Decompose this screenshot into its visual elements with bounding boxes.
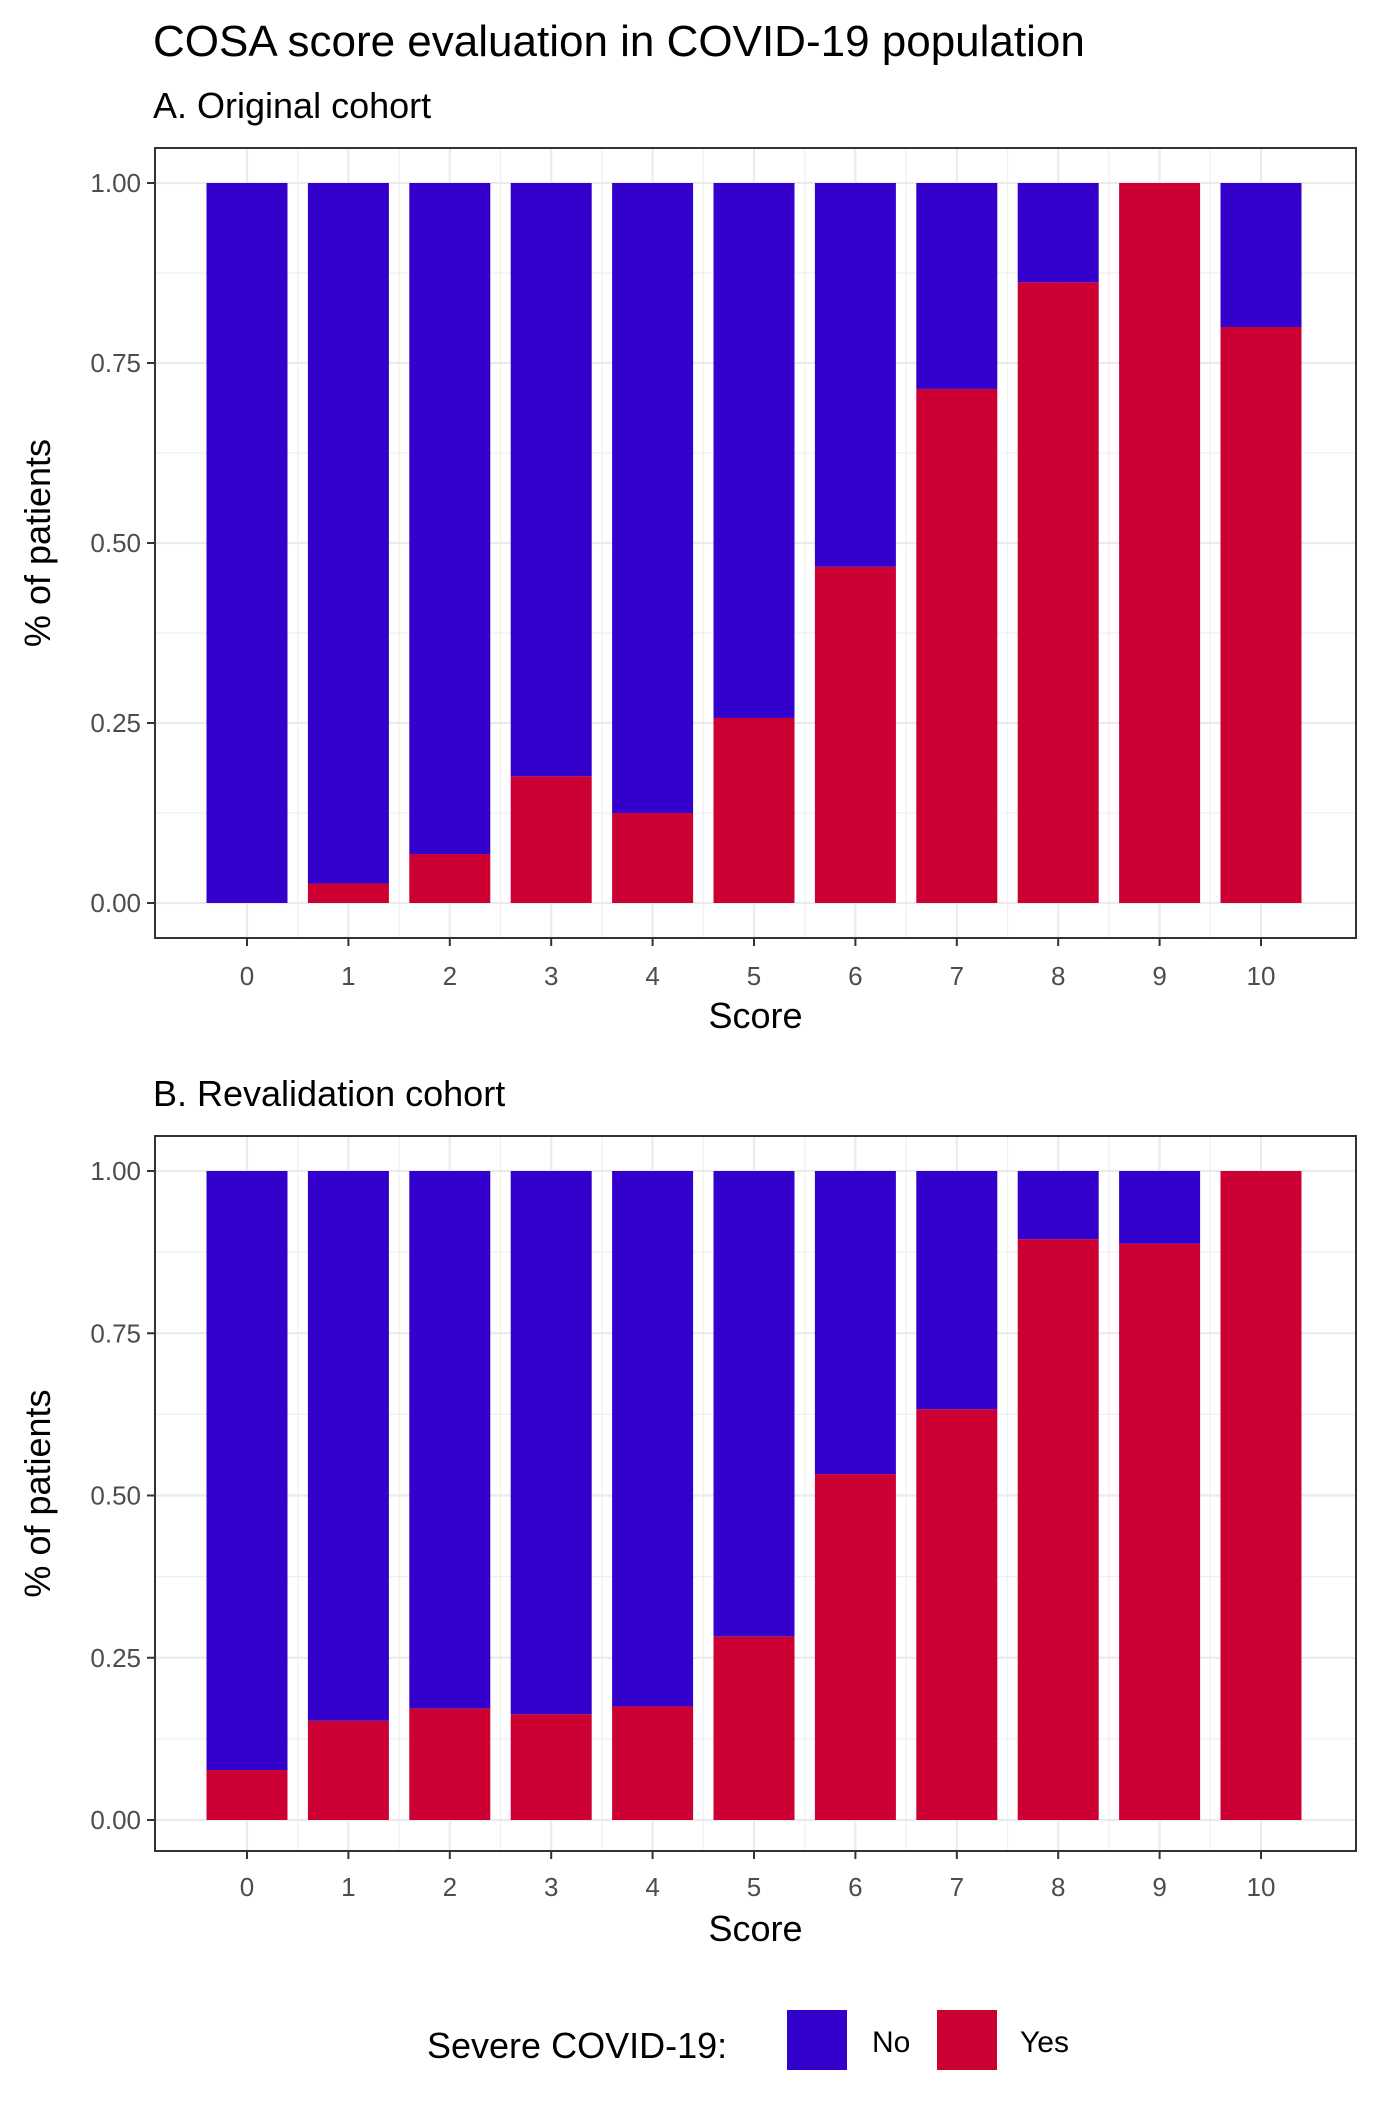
figure-title: COSA score evaluation in COVID-19 popula… — [153, 17, 1085, 66]
bar-yes-score-5 — [713, 717, 795, 903]
bar-yes-score-3 — [510, 776, 592, 903]
x-tick-label: 3 — [544, 961, 558, 991]
y-tick-label: 0.50 — [90, 1481, 141, 1511]
x-tick-label: 7 — [950, 1872, 964, 1902]
legend-key-no — [787, 2010, 847, 2070]
bar-no-score-3 — [510, 1171, 592, 1715]
bar-yes-score-5 — [713, 1636, 795, 1820]
x-tick-label: 4 — [645, 1872, 659, 1902]
bar-no-score-5 — [713, 1171, 795, 1637]
bar-yes-score-2 — [409, 1708, 491, 1820]
bar-yes-score-2 — [409, 854, 491, 903]
y-axis-title: % of patients — [17, 1389, 58, 1597]
x-tick-label: 6 — [848, 961, 862, 991]
bar-no-score-8 — [1017, 1171, 1099, 1240]
bar-no-score-2 — [409, 183, 491, 855]
x-tick-label: 6 — [848, 1872, 862, 1902]
panel-title: A. Original cohort — [153, 85, 431, 126]
bar-yes-score-4 — [612, 813, 694, 903]
bar-no-score-6 — [814, 1171, 896, 1475]
y-tick-label: 1.00 — [90, 1156, 141, 1186]
x-tick-label: 9 — [1152, 1872, 1166, 1902]
bar-no-score-1 — [307, 1171, 389, 1721]
x-tick-label: 4 — [645, 961, 659, 991]
legend: Severe COVID-19: No Yes — [427, 2010, 1069, 2070]
panel-revalidation-cohort: B. Revalidation cohort 0.00 0.25 0.50 0.75 1… — [17, 1073, 1357, 1949]
bar-yes-score-4 — [612, 1706, 694, 1820]
x-tick-label: 5 — [747, 961, 761, 991]
bar-yes-score-3 — [510, 1714, 592, 1820]
x-tick-label: 9 — [1152, 961, 1166, 991]
x-tick-label: 0 — [240, 1872, 254, 1902]
x-tick-label: 10 — [1247, 961, 1276, 991]
bar-no-score-6 — [814, 183, 896, 567]
y-tick-label: 0.50 — [90, 528, 141, 558]
bar-no-score-0 — [206, 183, 288, 903]
y-tick-label: 1.00 — [90, 168, 141, 198]
y-tick-label: 0.25 — [90, 1643, 141, 1673]
legend-key-yes — [937, 2010, 997, 2070]
bar-no-score-4 — [612, 1171, 694, 1707]
bar-no-score-7 — [916, 183, 998, 389]
y-axis-title: % of patients — [17, 439, 58, 647]
bar-yes-score-6 — [814, 1474, 896, 1820]
plot-border — [154, 1135, 1357, 1852]
x-axis-title: Score — [708, 1908, 802, 1949]
x-tick-label: 2 — [443, 961, 457, 991]
bar-no-score-9 — [1119, 1171, 1201, 1244]
bar-yes-score-0 — [206, 1770, 288, 1820]
bar-no-score-1 — [307, 183, 389, 884]
bar-yes-score-1 — [307, 883, 389, 903]
panel-original-cohort: A. Original cohort 0.00 0.25 0.50 0.75 1.00 0… — [17, 85, 1357, 1036]
bar-yes-score-1 — [307, 1720, 389, 1820]
legend-title: Severe COVID-19: — [427, 2025, 727, 2066]
bar-no-score-5 — [713, 183, 795, 718]
x-tick-label: 0 — [240, 961, 254, 991]
bar-yes-score-9 — [1119, 1243, 1201, 1820]
bar-yes-score-9 — [1119, 183, 1201, 903]
bar-no-score-4 — [612, 183, 694, 813]
x-tick-label: 8 — [1051, 961, 1065, 991]
x-tick-label: 3 — [544, 1872, 558, 1902]
y-tick-label: 0.25 — [90, 708, 141, 738]
panel-title: B. Revalidation cohort — [153, 1073, 505, 1114]
y-tick-label: 0.00 — [90, 1805, 141, 1835]
x-tick-label: 8 — [1051, 1872, 1065, 1902]
y-tick-label: 0.00 — [90, 888, 141, 918]
bar-no-score-2 — [409, 1171, 491, 1709]
x-tick-label: 5 — [747, 1872, 761, 1902]
x-tick-label: 10 — [1247, 1872, 1276, 1902]
y-tick-label: 0.75 — [90, 1318, 141, 1348]
bar-yes-score-7 — [916, 1409, 998, 1820]
x-axis-title: Score — [708, 995, 802, 1036]
x-tick-label: 2 — [443, 1872, 457, 1902]
y-tick-label: 0.75 — [90, 348, 141, 378]
bar-yes-score-7 — [916, 388, 998, 903]
bar-no-score-7 — [916, 1171, 998, 1410]
x-tick-label: 1 — [341, 961, 355, 991]
bar-yes-score-6 — [814, 566, 896, 903]
bar-yes-score-10 — [1220, 1171, 1302, 1820]
x-tick-label: 7 — [950, 961, 964, 991]
legend-label-yes: Yes — [1020, 2026, 1069, 2059]
bar-no-score-0 — [206, 1171, 288, 1771]
bar-yes-score-8 — [1017, 1239, 1099, 1820]
bar-no-score-10 — [1220, 183, 1302, 327]
legend-label-no: No — [872, 2026, 910, 2059]
bar-yes-score-10 — [1220, 327, 1302, 903]
x-tick-label: 1 — [341, 1872, 355, 1902]
bar-yes-score-8 — [1017, 282, 1099, 903]
bar-no-score-8 — [1017, 183, 1099, 283]
bar-no-score-3 — [510, 183, 592, 777]
